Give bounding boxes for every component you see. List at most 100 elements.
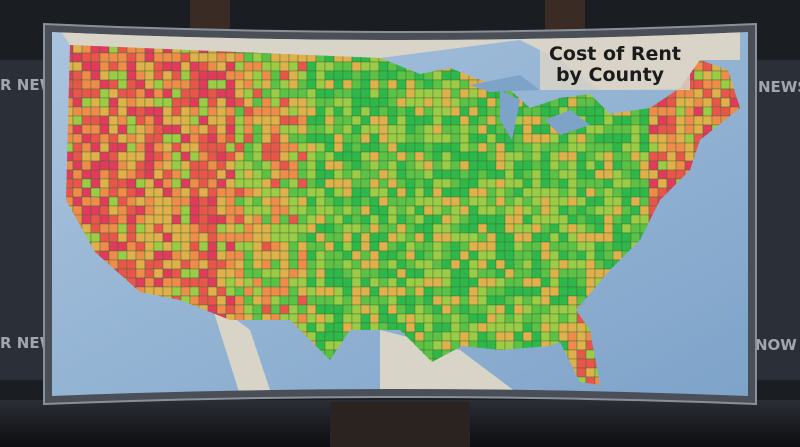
county — [342, 250, 353, 261]
county — [216, 151, 227, 162]
county — [342, 232, 353, 243]
county — [576, 358, 587, 369]
county — [432, 340, 443, 351]
county — [135, 268, 146, 279]
county — [396, 241, 407, 252]
county — [324, 268, 335, 279]
county — [585, 259, 596, 270]
county — [441, 178, 452, 189]
county — [90, 169, 101, 180]
county — [306, 88, 317, 99]
county — [207, 214, 218, 225]
county — [576, 142, 587, 153]
county — [216, 205, 227, 216]
county — [675, 97, 686, 108]
county — [387, 160, 398, 171]
county — [81, 70, 92, 81]
county — [621, 142, 632, 153]
county — [495, 331, 506, 342]
county — [450, 277, 461, 288]
county — [585, 133, 596, 144]
county — [576, 268, 587, 279]
county — [531, 115, 542, 126]
county — [315, 151, 326, 162]
county — [126, 106, 137, 117]
county — [459, 169, 470, 180]
county — [81, 52, 92, 63]
county — [567, 349, 578, 360]
county — [468, 142, 479, 153]
county — [144, 268, 155, 279]
county — [243, 205, 254, 216]
county — [207, 133, 218, 144]
county — [216, 268, 227, 279]
county — [72, 196, 83, 207]
county — [234, 178, 245, 189]
county — [486, 250, 497, 261]
county — [243, 214, 254, 225]
county — [252, 268, 263, 279]
county — [441, 304, 452, 315]
county — [576, 322, 587, 333]
county — [495, 196, 506, 207]
county — [342, 313, 353, 324]
county — [135, 178, 146, 189]
county — [351, 61, 362, 72]
county — [585, 160, 596, 171]
county — [387, 286, 398, 297]
county — [567, 97, 578, 108]
county — [342, 214, 353, 225]
county — [126, 259, 137, 270]
county — [450, 268, 461, 279]
county — [270, 52, 281, 63]
county — [495, 313, 506, 324]
county — [405, 223, 416, 234]
county — [477, 196, 488, 207]
county — [459, 259, 470, 270]
county — [270, 187, 281, 198]
county — [459, 250, 470, 261]
county — [324, 322, 335, 333]
county — [594, 160, 605, 171]
county — [405, 160, 416, 171]
county — [333, 259, 344, 270]
county — [549, 196, 560, 207]
county — [450, 97, 461, 108]
county — [378, 268, 389, 279]
county — [387, 178, 398, 189]
county — [504, 331, 515, 342]
county — [360, 178, 371, 189]
county — [684, 124, 695, 135]
county — [576, 187, 587, 198]
county — [612, 142, 623, 153]
county — [315, 70, 326, 81]
county — [567, 322, 578, 333]
county — [72, 178, 83, 189]
county — [369, 115, 380, 126]
county — [99, 106, 110, 117]
county — [126, 97, 137, 108]
county — [189, 268, 200, 279]
county — [225, 97, 236, 108]
county — [423, 205, 434, 216]
county — [495, 286, 506, 297]
county — [486, 277, 497, 288]
county — [549, 232, 560, 243]
county — [162, 178, 173, 189]
county — [243, 97, 254, 108]
pillar — [190, 0, 230, 30]
county — [612, 151, 623, 162]
county — [558, 169, 569, 180]
county — [522, 178, 533, 189]
county — [306, 61, 317, 72]
county — [702, 115, 713, 126]
county — [162, 142, 173, 153]
county — [486, 133, 497, 144]
county — [108, 232, 119, 243]
county — [261, 124, 272, 135]
county — [702, 88, 713, 99]
county — [378, 151, 389, 162]
county — [468, 313, 479, 324]
county — [504, 187, 515, 198]
county — [369, 205, 380, 216]
